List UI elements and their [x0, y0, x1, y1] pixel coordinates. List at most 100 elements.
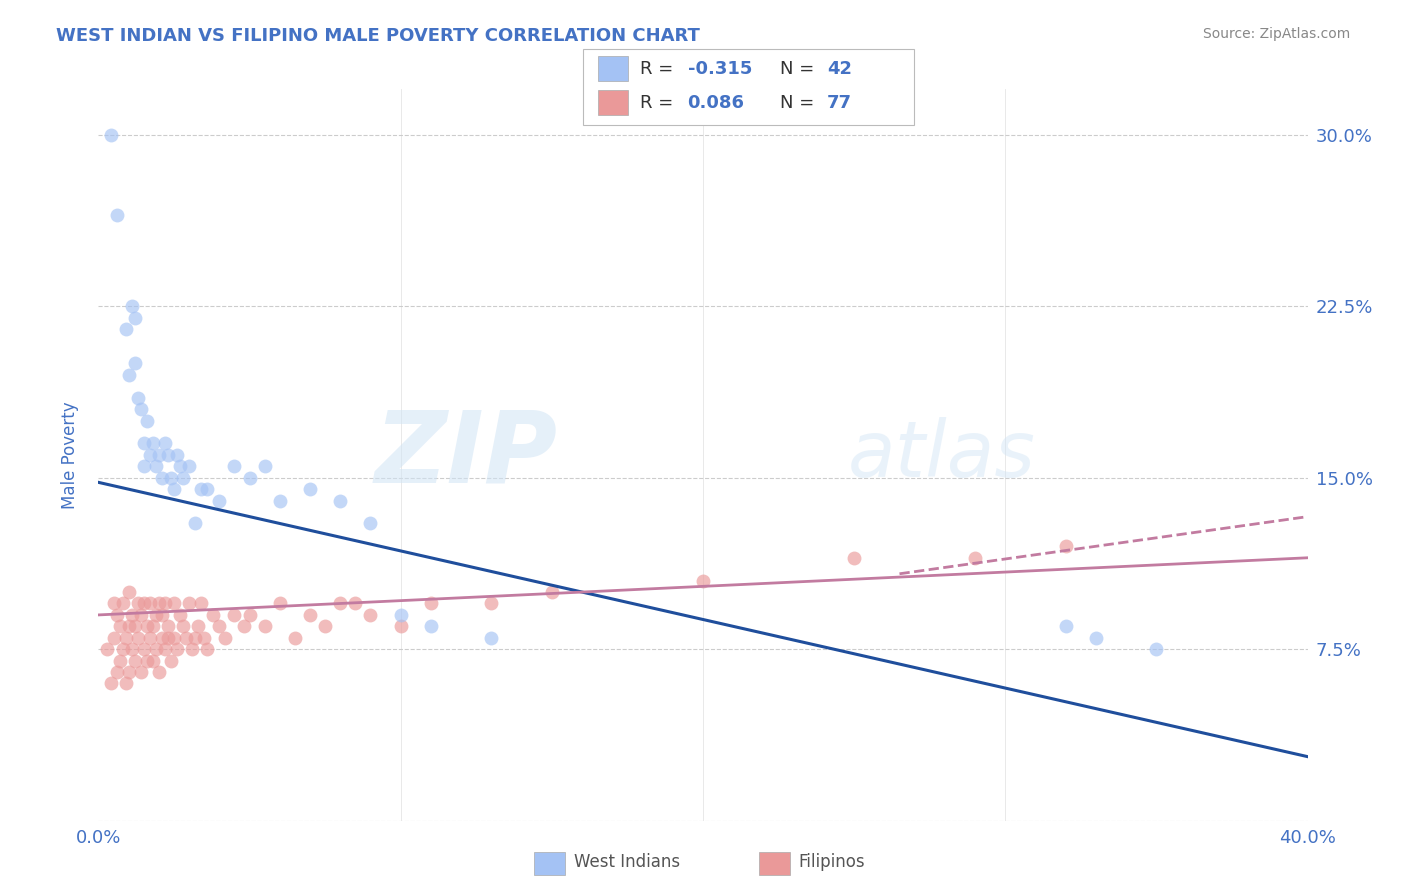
Point — [124, 356, 146, 371]
Point — [156, 631, 179, 645]
Point — [118, 368, 141, 382]
Point — [208, 493, 231, 508]
Text: 0.086: 0.086 — [688, 94, 745, 112]
Point — [224, 607, 246, 622]
Point — [150, 607, 173, 622]
Point — [166, 642, 188, 657]
Text: atlas: atlas — [848, 417, 1036, 493]
Text: R =: R = — [640, 60, 679, 78]
Point — [124, 310, 146, 325]
Point — [142, 654, 165, 668]
Point — [142, 436, 165, 450]
Point — [1054, 619, 1077, 633]
Point — [179, 459, 201, 474]
Point — [1085, 631, 1108, 645]
Point — [420, 619, 443, 633]
Point — [184, 516, 207, 531]
Text: West Indians: West Indians — [574, 853, 679, 871]
Point — [481, 631, 503, 645]
Point — [156, 448, 179, 462]
Point — [163, 482, 186, 496]
Text: Filipinos: Filipinos — [799, 853, 865, 871]
Point — [145, 642, 167, 657]
Point — [105, 208, 128, 222]
Point — [208, 619, 231, 633]
Point — [160, 654, 183, 668]
Point — [111, 597, 134, 611]
Point — [129, 402, 152, 417]
Point — [163, 631, 186, 645]
Text: ZIP: ZIP — [375, 407, 558, 503]
Point — [124, 619, 146, 633]
Point — [692, 574, 714, 588]
Point — [132, 642, 155, 657]
Point — [163, 597, 186, 611]
Point — [156, 619, 179, 633]
Point — [269, 493, 291, 508]
Point — [232, 619, 254, 633]
Point — [181, 642, 204, 657]
Point — [239, 607, 262, 622]
Point — [389, 619, 412, 633]
Point — [481, 597, 503, 611]
Text: R =: R = — [640, 94, 679, 112]
Point — [135, 414, 157, 428]
Point — [172, 619, 194, 633]
Text: 77: 77 — [827, 94, 852, 112]
Point — [121, 607, 143, 622]
Point — [118, 585, 141, 599]
Point — [253, 619, 276, 633]
Point — [135, 619, 157, 633]
Point — [150, 471, 173, 485]
Point — [129, 665, 152, 679]
Point — [153, 597, 176, 611]
Point — [132, 436, 155, 450]
Y-axis label: Male Poverty: Male Poverty — [60, 401, 79, 508]
Point — [105, 607, 128, 622]
Point — [844, 550, 866, 565]
Text: N =: N = — [780, 60, 820, 78]
Point — [360, 607, 382, 622]
Point — [202, 607, 225, 622]
Point — [103, 597, 125, 611]
Point — [148, 665, 170, 679]
Point — [1054, 539, 1077, 553]
Point — [100, 128, 122, 142]
Point — [148, 448, 170, 462]
Text: 42: 42 — [827, 60, 852, 78]
Point — [174, 631, 197, 645]
Point — [132, 597, 155, 611]
Point — [108, 619, 131, 633]
Point — [148, 597, 170, 611]
Point — [360, 516, 382, 531]
Point — [239, 471, 262, 485]
Point — [139, 597, 162, 611]
Point — [105, 665, 128, 679]
Point — [1144, 642, 1167, 657]
Point — [187, 619, 209, 633]
Point — [114, 676, 136, 690]
Point — [142, 619, 165, 633]
Point — [135, 654, 157, 668]
Point — [190, 597, 212, 611]
Point — [329, 493, 352, 508]
Point — [195, 642, 218, 657]
Text: -0.315: -0.315 — [688, 60, 752, 78]
Point — [299, 482, 322, 496]
Text: WEST INDIAN VS FILIPINO MALE POVERTY CORRELATION CHART: WEST INDIAN VS FILIPINO MALE POVERTY COR… — [56, 27, 700, 45]
Point — [284, 631, 307, 645]
Point — [540, 585, 562, 599]
Text: Source: ZipAtlas.com: Source: ZipAtlas.com — [1202, 27, 1350, 41]
Point — [118, 619, 141, 633]
Point — [166, 448, 188, 462]
Point — [965, 550, 987, 565]
Point — [139, 631, 162, 645]
Point — [314, 619, 336, 633]
Point — [127, 597, 149, 611]
Point — [121, 642, 143, 657]
Point — [150, 631, 173, 645]
Point — [224, 459, 246, 474]
Point — [214, 631, 236, 645]
Point — [253, 459, 276, 474]
Point — [114, 322, 136, 336]
